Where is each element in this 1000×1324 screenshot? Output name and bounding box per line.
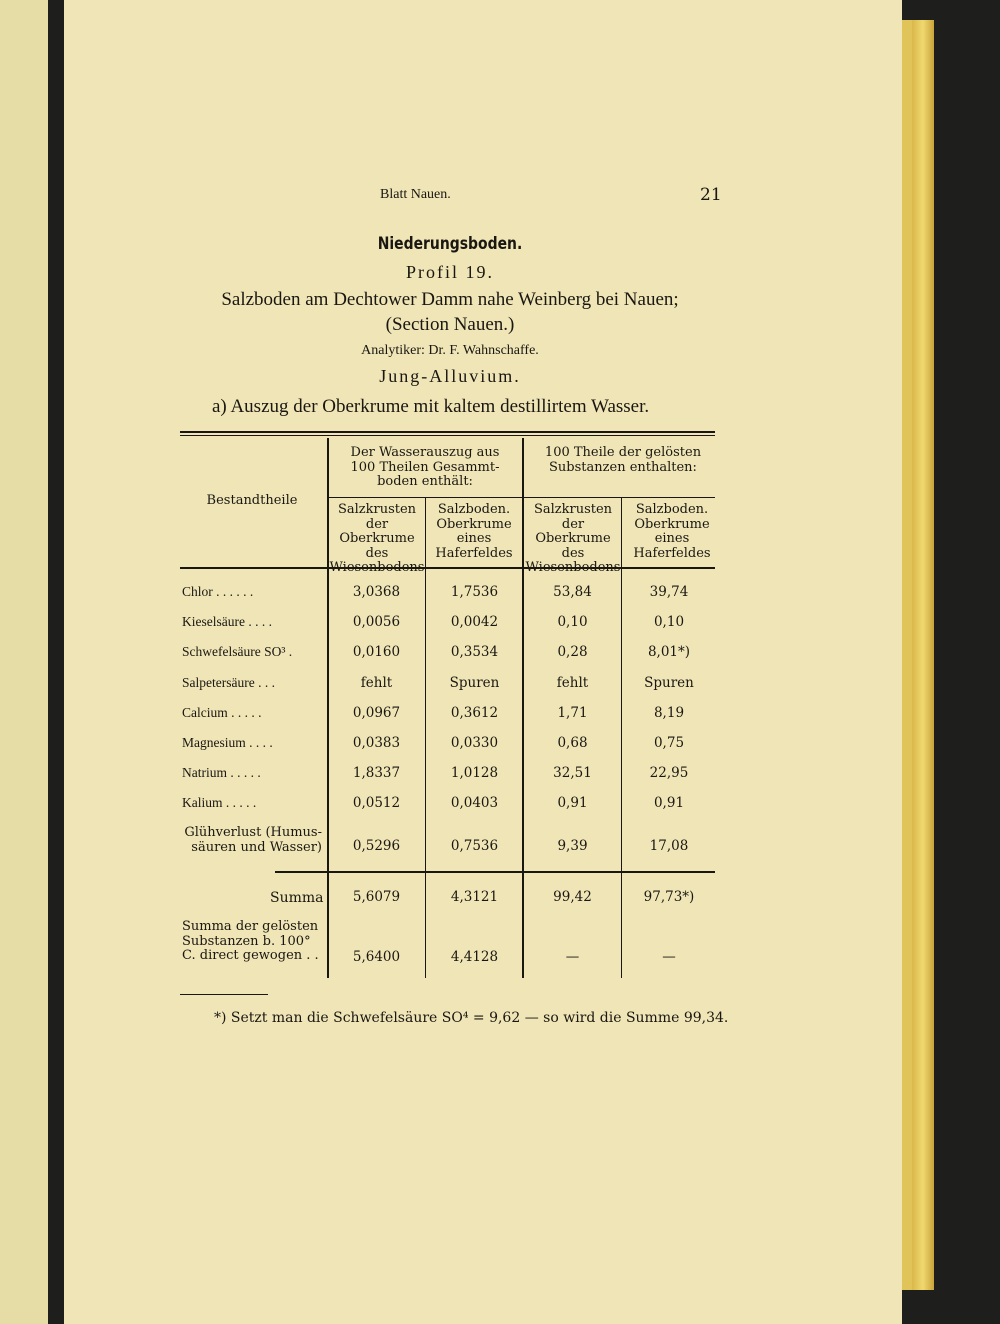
summa-rule (275, 871, 715, 873)
column-line (621, 498, 622, 978)
footnote-rule (180, 994, 268, 995)
location-line1: Salzboden am Dechtower Damm nahe Weinber… (221, 289, 679, 310)
book-page (64, 0, 902, 1324)
page-edges-gilt (912, 20, 934, 1290)
table-cell: 0,0160 (352, 644, 401, 660)
table-cell: 17,08 (649, 838, 689, 854)
table-cell: 0,0383 (352, 735, 401, 751)
table-cell: fehlt (360, 675, 393, 691)
summa-cell: 5,6079 (352, 889, 401, 905)
row-label: Magnesium . . . . (182, 735, 273, 750)
table-top-rule (180, 431, 715, 433)
table-subtitle: a) Auszug der Oberkrume mit kaltem desti… (212, 396, 650, 417)
footnote: *) Setzt man die Schwefelsäure SO⁴ = 9,6… (214, 1010, 729, 1026)
left-page-edge (0, 0, 48, 1324)
table-cell: 0,3534 (450, 644, 499, 660)
table-cell: 32,51 (553, 765, 592, 781)
summa-cell: 4,3121 (450, 889, 499, 905)
table-cell: 0,91 (653, 795, 685, 811)
table-cell: 0,5296 (352, 838, 401, 854)
table-cell: 0,28 (557, 644, 588, 660)
row-label: Calcium . . . . . (182, 705, 262, 720)
header-divider (328, 497, 715, 498)
table-cell: 9,39 (557, 838, 588, 854)
table-cell: 0,91 (557, 795, 588, 811)
table-cell: 0,10 (557, 614, 588, 630)
profile-title: Profil 19. (405, 262, 494, 282)
table-cell: 1,7536 (450, 584, 499, 600)
summa-cell: 99,42 (553, 889, 592, 905)
row-label: Glühverlust (Humus-säuren und Wasser) (184, 825, 322, 855)
table-cell: Spuren (644, 675, 694, 691)
col-header-3: Salzkrusten der Oberkrume des Wiesenbode… (525, 502, 621, 575)
col-header-4: Salzboden. Oberkrume eines Haferfeldes (633, 502, 711, 561)
table-cell: 0,75 (653, 735, 685, 751)
row-label: Kalium . . . . . (182, 795, 257, 810)
table-cell: 0,10 (653, 614, 685, 630)
row-label: Kieselsäure . . . . (182, 614, 272, 629)
group-header-2: 100 Theile der gelösten Substanzen entha… (544, 445, 702, 475)
running-head: Blatt Nauen. (380, 187, 451, 202)
summa2-cell: 5,6400 (352, 949, 401, 965)
page-number: 21 (700, 185, 722, 205)
table-top-rule (180, 435, 715, 436)
table-cell: 0,0042 (450, 614, 499, 630)
table-cell: 8,01*) (647, 644, 691, 660)
row-label: Schwefelsäure SO³ . (182, 644, 293, 659)
table-cell: 3,0368 (352, 584, 401, 600)
section-title: Niederungsboden. (377, 234, 523, 254)
summa-label: Summa (270, 890, 324, 906)
col-header-1: Salzkrusten der Oberkrume des Wiesenbode… (329, 502, 425, 575)
header-bottom-rule (180, 567, 715, 569)
group-header-1: Der Wasserauszug aus 100 Theilen Gesammt… (350, 445, 500, 489)
page-edges (902, 20, 912, 1290)
summa-cell: 97,73*) (643, 889, 695, 905)
row-label: Natrium . . . . . (182, 765, 261, 780)
row-label: Chlor . . . . . . (182, 584, 254, 599)
location-line2: (Section Nauen.) (385, 314, 515, 335)
col-header-2: Salzboden. Oberkrume eines Haferfeldes (435, 502, 513, 561)
formation: Jung-Alluvium. (379, 366, 521, 386)
table-cell: Spuren (449, 675, 500, 691)
table-cell: 1,0128 (450, 765, 499, 781)
table-cell: 8,19 (653, 705, 685, 721)
row-header: Bestandtheile (206, 493, 298, 508)
table-cell: 1,8337 (352, 765, 401, 781)
table-cell: 0,0403 (450, 795, 499, 811)
table-cell: 0,0512 (352, 795, 401, 811)
table-cell: 39,74 (649, 584, 689, 600)
table-cell: 0,3612 (450, 705, 499, 721)
summa2-cell: — (662, 949, 676, 965)
table-cell: 0,68 (557, 735, 588, 751)
table-cell: 22,95 (649, 765, 689, 781)
summa2-label: Summa der gelösten Substanzen b. 100° C.… (182, 919, 319, 963)
analyst: Analytiker: Dr. F. Wahnschaffe. (361, 343, 539, 358)
table-cell: 0,0056 (352, 614, 401, 630)
table-cell: 0,7536 (450, 838, 499, 854)
table-cell: 0,0967 (352, 705, 401, 721)
summa2-cell: 4,4128 (450, 949, 499, 965)
table-cell: fehlt (556, 675, 589, 691)
column-line (327, 438, 329, 978)
table-cell: 1,71 (557, 705, 588, 721)
table-cell: 53,84 (553, 584, 592, 600)
summa2-cell: — (565, 949, 580, 965)
column-line (425, 498, 426, 978)
row-label: Salpetersäure . . . (182, 675, 275, 690)
column-line (522, 438, 524, 978)
table-cell: 0,0330 (450, 735, 499, 751)
